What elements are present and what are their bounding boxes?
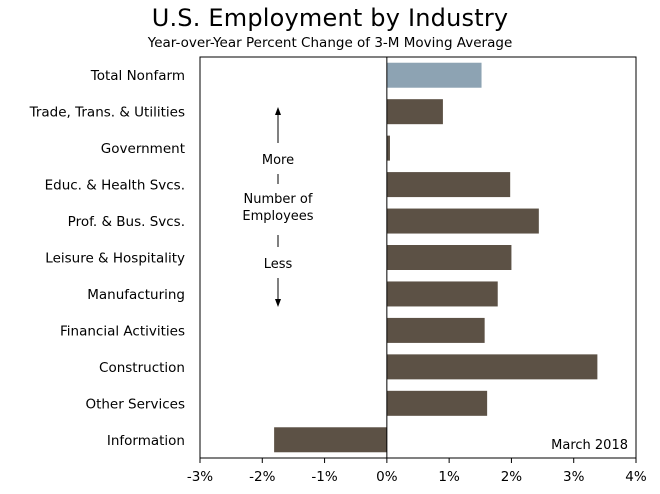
bar-prof-bus-svcs	[386, 208, 539, 234]
bar-government	[386, 135, 390, 161]
bar-leisure-hospitality	[386, 245, 512, 270]
category-label: Trade, Trans. & Utilities	[29, 105, 185, 121]
bar-information	[274, 427, 387, 453]
category-label: Information	[107, 433, 185, 449]
x-tick-label: 1%	[438, 469, 460, 485]
category-label: Financial Activities	[60, 323, 185, 339]
bar-financial-activities	[386, 317, 485, 343]
category-label: Construction	[99, 360, 185, 376]
chart-subtitle: Year-over-Year Percent Change of 3-M Mov…	[147, 35, 513, 51]
x-tick-label: 3%	[563, 469, 585, 485]
bar-construction	[386, 354, 598, 380]
chart-title: U.S. Employment by Industry	[151, 4, 509, 32]
note-less: Less	[264, 257, 293, 272]
x-tick-label: 4%	[625, 469, 647, 485]
note-more: More	[262, 153, 294, 168]
x-axis-ticks: -3% -2% -1% 0% 1% 2% 3% 4%	[187, 458, 647, 485]
x-tick-label: 2%	[501, 469, 523, 485]
x-tick-label: -1%	[311, 469, 337, 485]
category-label: Other Services	[85, 396, 185, 412]
bar-other-services	[386, 390, 488, 416]
note-middle-line-1: Number of	[244, 192, 313, 207]
category-label: Manufacturing	[87, 287, 185, 303]
x-tick-label: -3%	[187, 469, 213, 485]
arrow-up-icon	[275, 107, 281, 115]
category-label: Prof. & Bus. Svcs.	[68, 214, 185, 230]
date-annotation: March 2018	[551, 438, 628, 453]
employees-note: More Number of Employees Less	[242, 107, 314, 307]
category-labels: Total Nonfarm Trade, Trans. & Utilities Go…	[29, 68, 185, 449]
arrow-down-icon	[275, 299, 281, 307]
category-label: Educ. & Health Svcs.	[45, 178, 185, 194]
bar-trade-trans-utilities	[386, 99, 443, 125]
x-tick-label: -2%	[249, 469, 275, 485]
bar-total-nonfarm	[386, 62, 482, 88]
category-label: Leisure & Hospitality	[45, 251, 185, 267]
category-label: Total Nonfarm	[90, 68, 185, 84]
category-label: Government	[101, 141, 185, 157]
bars-group	[274, 62, 598, 453]
bar-manufacturing	[386, 281, 498, 307]
bar-educ-health-svcs	[386, 172, 511, 198]
plot-frame	[199, 56, 637, 459]
note-middle-line-2: Employees	[242, 209, 313, 224]
x-tick-label: 0%	[376, 469, 398, 485]
